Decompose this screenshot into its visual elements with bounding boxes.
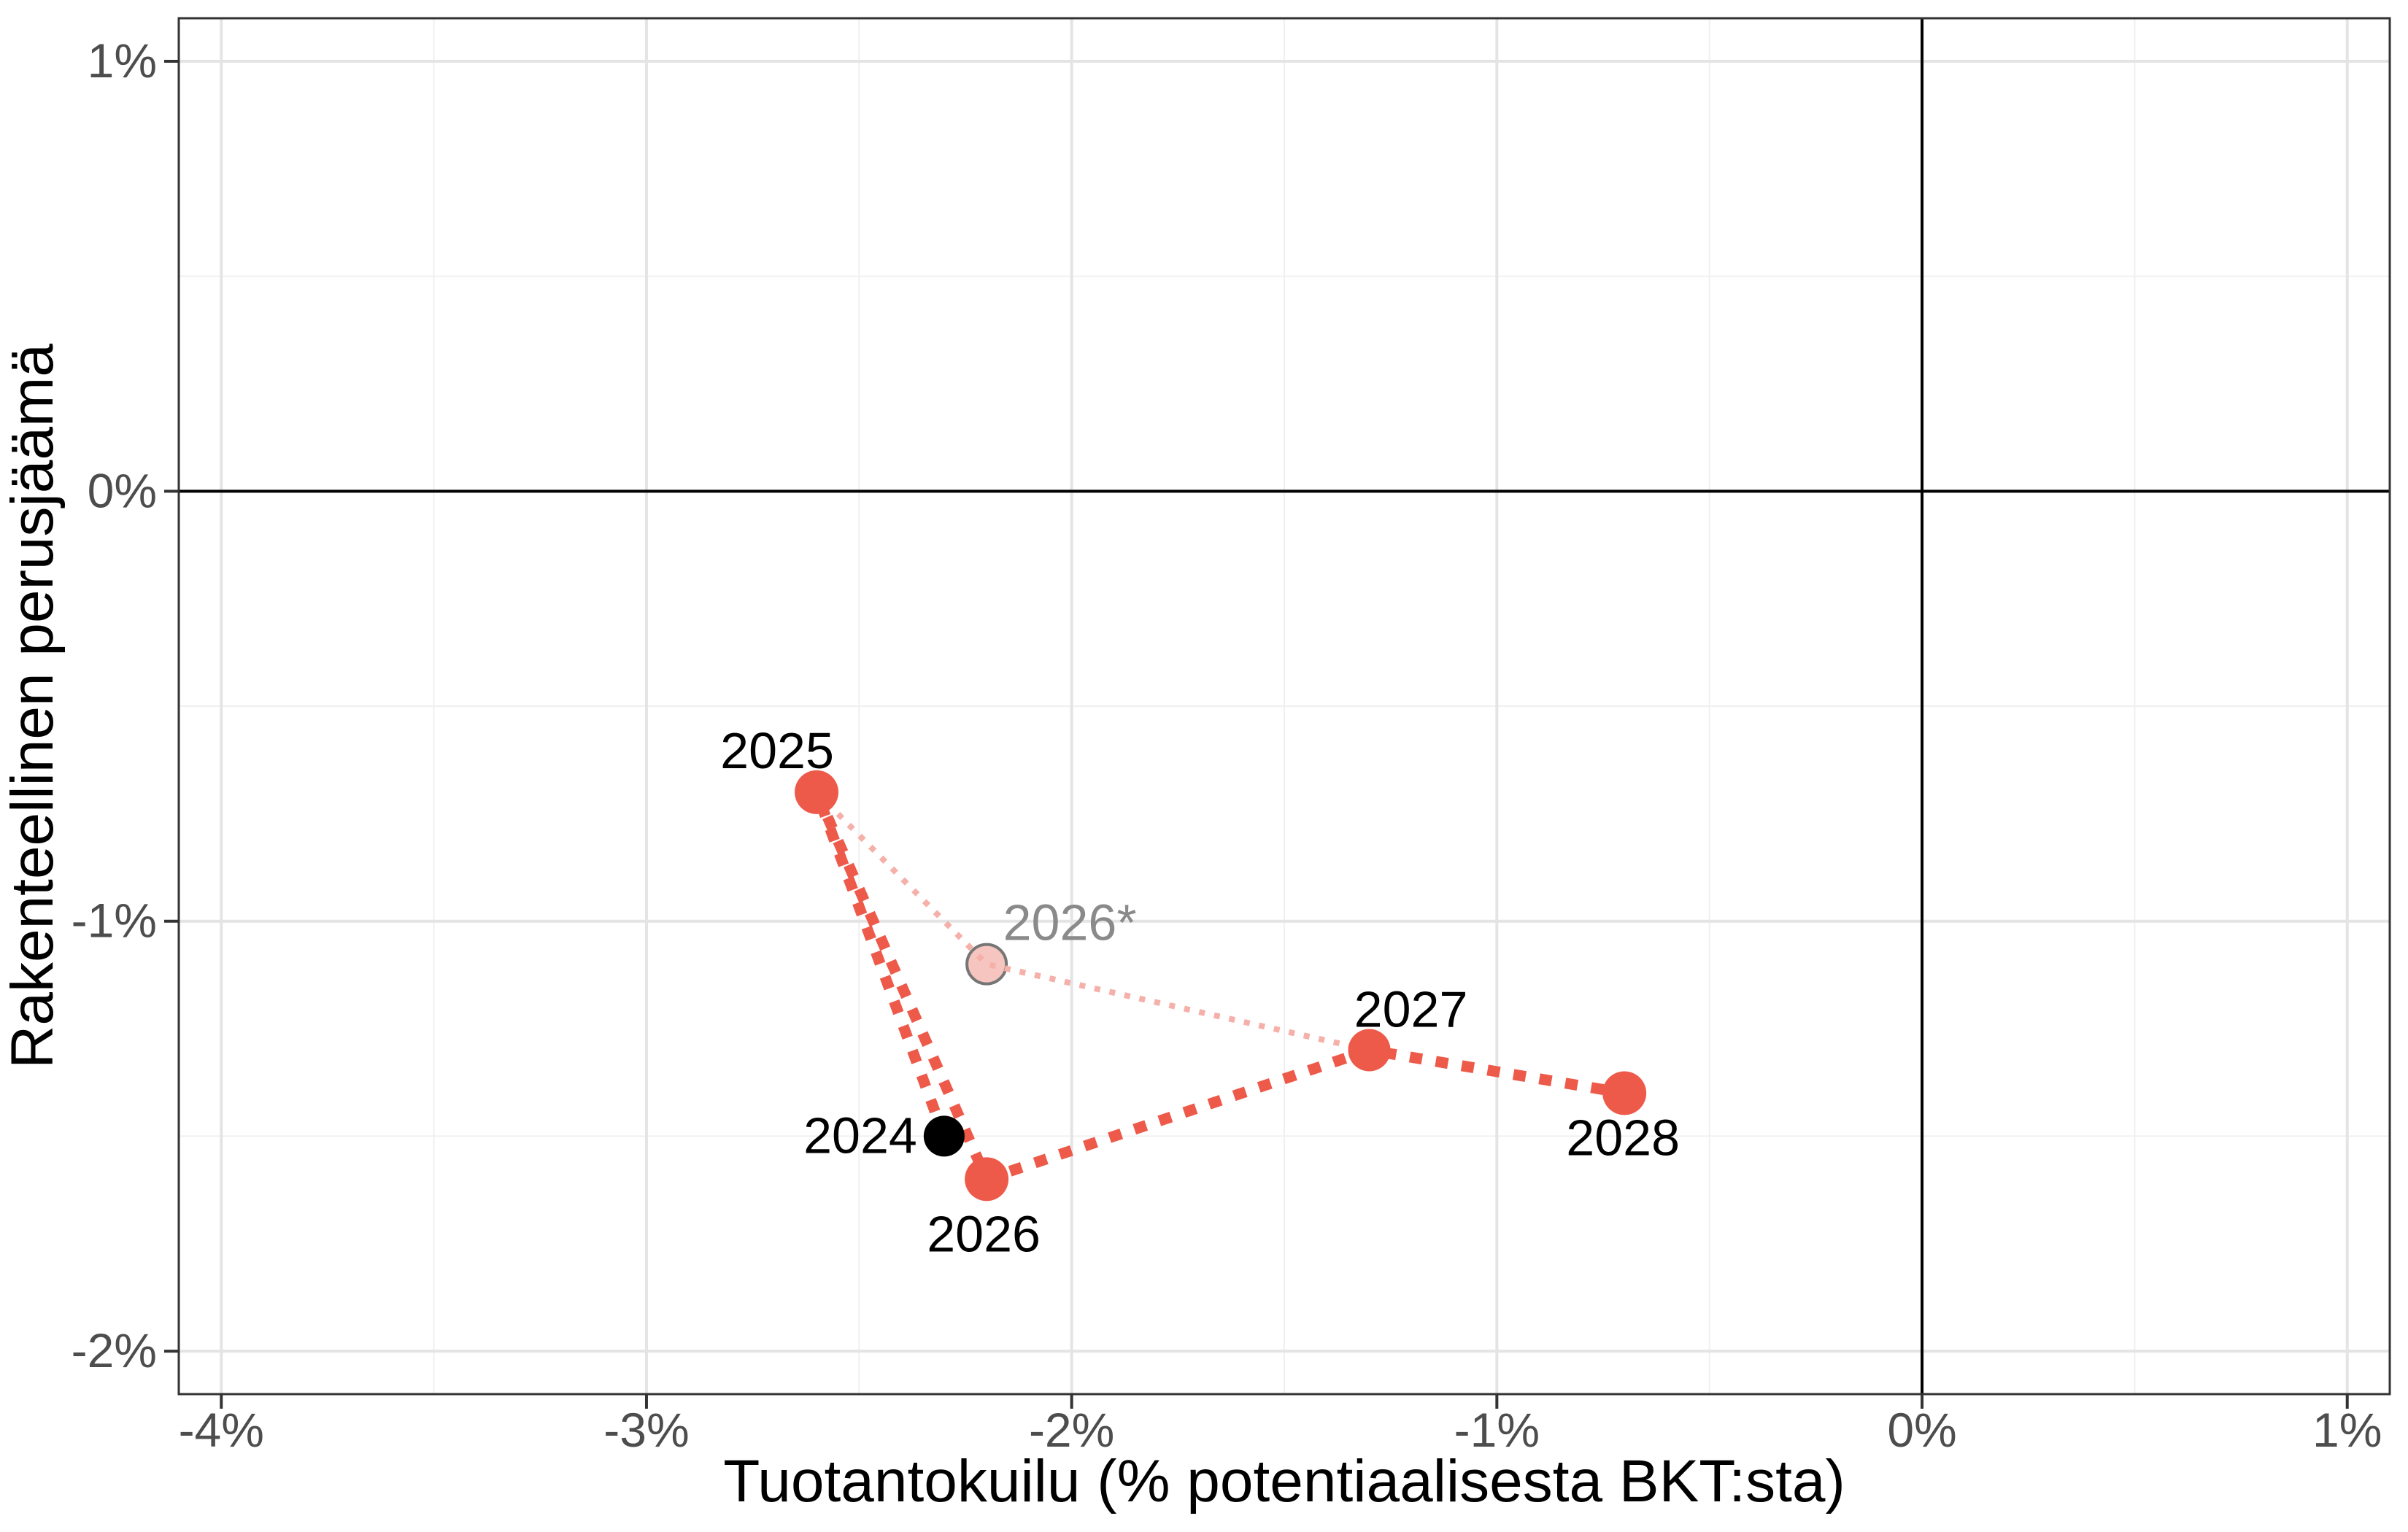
point-2026: [965, 1157, 1009, 1202]
series-alternative-path: [814, 790, 1370, 1053]
point-2028: [1602, 1071, 1647, 1115]
x-tick-label: 1%: [2312, 1403, 2382, 1457]
point-label-2026*: 2026*: [1003, 894, 1137, 951]
point-labels: 2024 2025 2026 2026* 2027 2028: [720, 722, 1680, 1262]
gridlines: [179, 18, 2390, 1394]
point-label-2028: 2028: [1566, 1109, 1680, 1166]
panel-border-rect: [177, 17, 2391, 1396]
point-label-2025: 2025: [720, 722, 834, 779]
y-tick-label: 0%: [88, 463, 157, 517]
zero-reference-lines: [179, 18, 2390, 1394]
point-2025: [795, 770, 839, 814]
point-label-2026: 2026: [927, 1205, 1041, 1262]
y-tick-label: 1%: [88, 34, 157, 88]
point-2024: [923, 1115, 965, 1157]
point-2026*: [965, 943, 1008, 986]
y-axis-title: Rakenteellinen perusjäämä: [0, 344, 66, 1069]
x-tick-label: -3%: [603, 1403, 689, 1457]
point-2027: [1348, 1029, 1391, 1072]
x-tick-label: -4%: [179, 1403, 264, 1457]
data-points: [795, 770, 1647, 1202]
data-points-background: [965, 943, 1008, 986]
x-tick-label: 0%: [1887, 1403, 1956, 1457]
point-label-2024: 2024: [803, 1107, 917, 1164]
point-label-2027: 2027: [1354, 981, 1468, 1038]
axes: -4% -3% -2% -1% 0% 1% 1% 0% -1% -2%: [72, 34, 2382, 1457]
x-axis-title: Tuotantokuilu (% potentiaalisesta BKT:st…: [723, 1448, 1845, 1514]
y-tick-label: -1%: [72, 894, 157, 948]
x-tick-label: -2%: [1029, 1403, 1114, 1457]
x-tick-label: -1%: [1454, 1403, 1540, 1457]
panel-border: [177, 17, 2391, 1396]
y-tick-label: -2%: [72, 1323, 157, 1377]
